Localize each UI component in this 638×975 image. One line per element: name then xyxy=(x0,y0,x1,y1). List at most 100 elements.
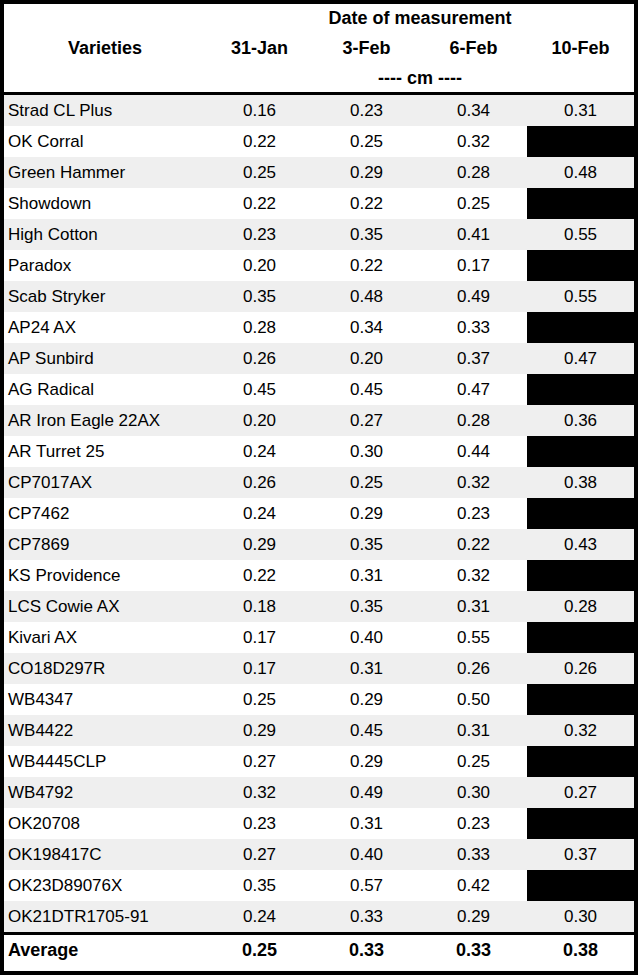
value-cell: 0.33 xyxy=(420,839,527,870)
redacted-cell xyxy=(527,560,634,591)
value-cell: 0.32 xyxy=(420,560,527,591)
variety-cell: CP7017AX xyxy=(4,467,206,498)
value-cell: 0.20 xyxy=(313,343,420,374)
value-cell: 0.50 xyxy=(420,684,527,715)
value-cell: 0.37 xyxy=(420,343,527,374)
value-cell: 0.57 xyxy=(313,870,420,901)
variety-cell: WB4422 xyxy=(4,715,206,746)
column-header-row: Varieties 31-Jan 3-Feb 6-Feb 10-Feb xyxy=(4,32,634,64)
value-cell: 0.35 xyxy=(313,219,420,250)
variety-cell: AP Sunbird xyxy=(4,343,206,374)
variety-cell: CO18D297R xyxy=(4,653,206,684)
value-cell: 0.28 xyxy=(420,157,527,188)
value-cell: 0.33 xyxy=(420,312,527,343)
value-cell: 0.38 xyxy=(527,467,634,498)
value-cell: 0.35 xyxy=(313,529,420,560)
value-cell: 0.18 xyxy=(206,591,313,622)
value-cell: 0.25 xyxy=(420,188,527,219)
variety-cell: Scab Stryker xyxy=(4,281,206,312)
column-header-10-feb: 10-Feb xyxy=(527,32,634,64)
value-cell: 0.20 xyxy=(206,405,313,436)
table-row: WB4445CLP0.270.290.25 xyxy=(4,746,634,777)
value-cell: 0.22 xyxy=(206,126,313,157)
value-cell: 0.33 xyxy=(313,901,420,934)
table-row: Green Hammer0.250.290.280.48 xyxy=(4,157,634,188)
variety-cell: OK23D89076X xyxy=(4,870,206,901)
value-cell: 0.32 xyxy=(420,467,527,498)
variety-cell: KS Providence xyxy=(4,560,206,591)
value-cell: 0.31 xyxy=(313,808,420,839)
value-cell: 0.17 xyxy=(206,653,313,684)
value-cell: 0.30 xyxy=(527,901,634,934)
value-cell: 0.22 xyxy=(313,188,420,219)
value-cell: 0.22 xyxy=(313,250,420,281)
table-title: Date of measurement xyxy=(206,4,634,32)
value-cell: 0.30 xyxy=(313,436,420,467)
value-cell: 0.36 xyxy=(527,405,634,436)
value-cell: 0.45 xyxy=(313,715,420,746)
value-cell: 0.40 xyxy=(313,622,420,653)
variety-cell: Showdown xyxy=(4,188,206,219)
variety-cell: LCS Cowie AX xyxy=(4,591,206,622)
variety-cell: OK Corral xyxy=(4,126,206,157)
table-row: Strad CL Plus0.160.230.340.31 xyxy=(4,94,634,127)
value-cell: 0.55 xyxy=(420,622,527,653)
value-cell: 0.43 xyxy=(527,529,634,560)
value-cell: 0.32 xyxy=(420,126,527,157)
value-cell: 0.29 xyxy=(420,901,527,934)
value-cell: 0.29 xyxy=(313,746,420,777)
table-row: Scab Stryker0.350.480.490.55 xyxy=(4,281,634,312)
redacted-cell xyxy=(527,684,634,715)
value-cell: 0.25 xyxy=(313,467,420,498)
table-row: Showdown0.220.220.25 xyxy=(4,188,634,219)
variety-cell: Kivari AX xyxy=(4,622,206,653)
value-cell: 0.49 xyxy=(313,777,420,808)
value-cell: 0.27 xyxy=(527,777,634,808)
value-cell: 0.24 xyxy=(206,436,313,467)
value-cell: 0.28 xyxy=(206,312,313,343)
value-cell: 0.23 xyxy=(420,808,527,839)
value-cell: 0.55 xyxy=(527,281,634,312)
unit-corner-cell xyxy=(4,64,206,94)
average-label: Average xyxy=(4,934,206,966)
value-cell: 0.17 xyxy=(206,622,313,653)
value-cell: 0.31 xyxy=(527,94,634,127)
variety-cell: WB4792 xyxy=(4,777,206,808)
value-cell: 0.23 xyxy=(420,498,527,529)
value-cell: 0.23 xyxy=(206,808,313,839)
value-cell: 0.25 xyxy=(206,157,313,188)
table-row: OK198417C0.270.400.330.37 xyxy=(4,839,634,870)
value-cell: 0.40 xyxy=(313,839,420,870)
table-row: KS Providence0.220.310.32 xyxy=(4,560,634,591)
variety-cell: OK198417C xyxy=(4,839,206,870)
redacted-cell xyxy=(527,498,634,529)
value-cell: 0.47 xyxy=(420,374,527,405)
value-cell: 0.37 xyxy=(527,839,634,870)
value-cell: 0.34 xyxy=(420,94,527,127)
variety-cell: High Cotton xyxy=(4,219,206,250)
value-cell: 0.48 xyxy=(527,157,634,188)
value-cell: 0.48 xyxy=(313,281,420,312)
variety-cell: OK21DTR1705-91 xyxy=(4,901,206,934)
variety-cell: AR Iron Eagle 22AX xyxy=(4,405,206,436)
value-cell: 0.32 xyxy=(527,715,634,746)
table-row: OK21DTR1705-910.240.330.290.30 xyxy=(4,901,634,934)
variety-cell: AP24 AX xyxy=(4,312,206,343)
table-row: Kivari AX0.170.400.55 xyxy=(4,622,634,653)
value-cell: 0.44 xyxy=(420,436,527,467)
redacted-cell xyxy=(527,250,634,281)
varieties-data-table: Date of measurement Varieties 31-Jan 3-F… xyxy=(4,4,634,965)
value-cell: 0.27 xyxy=(206,839,313,870)
value-cell: 0.20 xyxy=(206,250,313,281)
variety-cell: CP7462 xyxy=(4,498,206,529)
value-cell: 0.35 xyxy=(206,870,313,901)
unit-label: ---- cm ---- xyxy=(206,64,634,94)
table-row: WB47920.320.490.300.27 xyxy=(4,777,634,808)
value-cell: 0.24 xyxy=(206,498,313,529)
table-row: CO18D297R0.170.310.260.26 xyxy=(4,653,634,684)
value-cell: 0.22 xyxy=(206,188,313,219)
variety-cell: Paradox xyxy=(4,250,206,281)
value-cell: 0.45 xyxy=(206,374,313,405)
column-header-31-jan: 31-Jan xyxy=(206,32,313,64)
value-cell: 0.22 xyxy=(206,560,313,591)
